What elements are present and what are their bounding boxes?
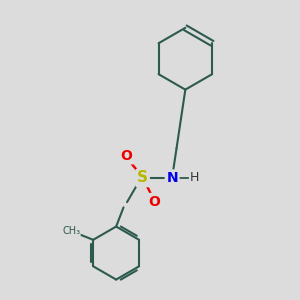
Text: O: O xyxy=(148,194,160,208)
Text: O: O xyxy=(121,149,132,163)
Text: N: N xyxy=(166,171,178,185)
Text: CH₃: CH₃ xyxy=(62,226,80,236)
Text: S: S xyxy=(137,170,148,185)
Text: H: H xyxy=(190,172,199,184)
